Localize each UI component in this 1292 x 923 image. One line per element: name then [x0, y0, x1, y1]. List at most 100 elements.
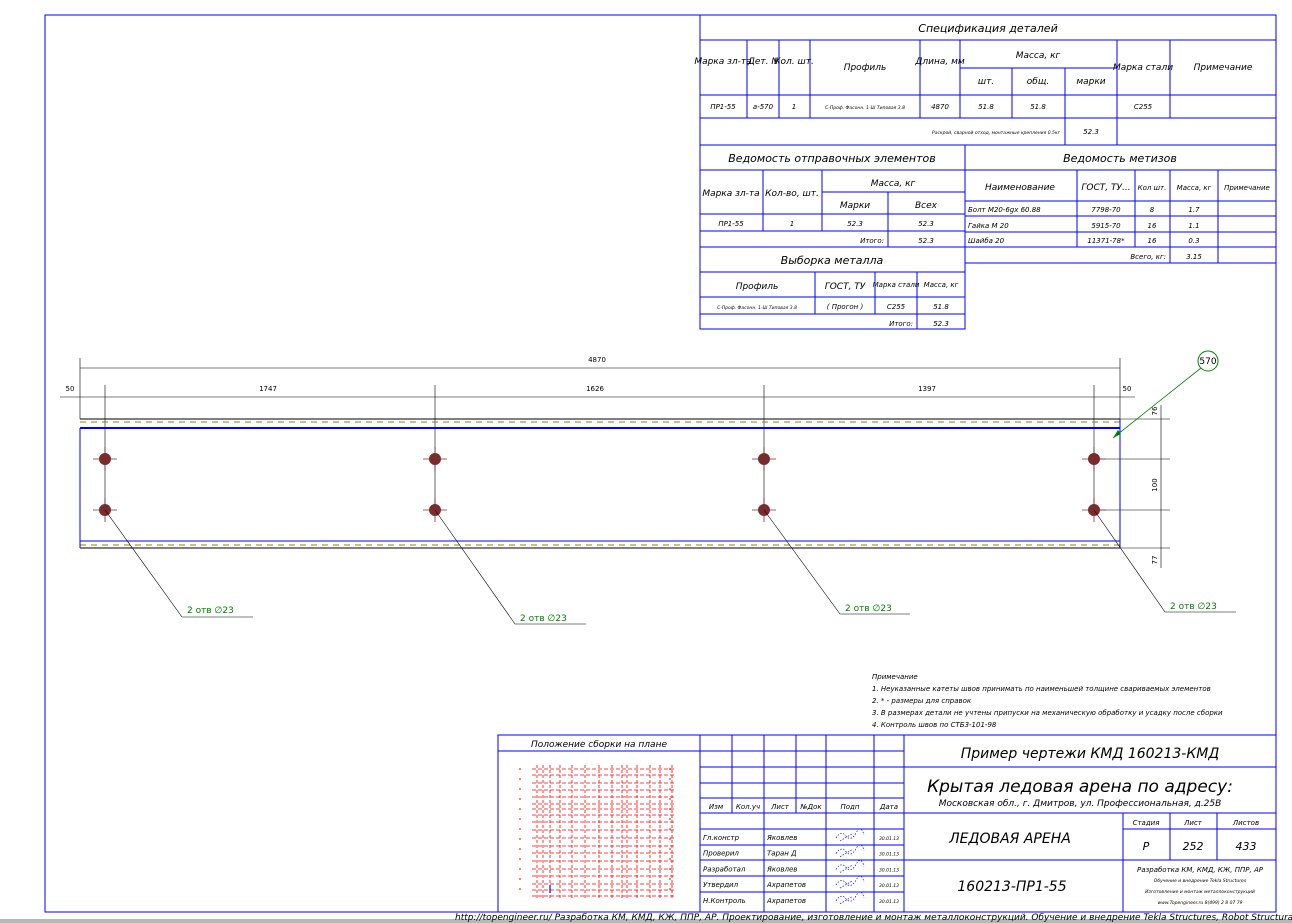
sheets-value: 433 [1236, 840, 1257, 853]
shipping-row-mark: ПР1-55 [718, 220, 744, 228]
fastener-qty: 8 [1150, 206, 1155, 214]
sheet-name: ЛЕДОВАЯ АРЕНА [948, 831, 1071, 847]
spec-row-det: а-570 [753, 103, 774, 111]
bolt-hole-icon [752, 447, 776, 471]
hole-label: 2 отв ∅23 [1170, 602, 1217, 612]
fastener-mass: 1.7 [1188, 206, 1200, 214]
note-item: 4. Контроль швов по СТБ3-101-98 [872, 721, 997, 729]
spec-header-mass-unit: шт. [978, 77, 994, 87]
bolt-hole-icon [423, 447, 447, 471]
object-address: Московская обл., г. Дмитров, ул. Професс… [939, 799, 1222, 809]
fastener-row: Гайка М 20 5915-70 16 1.1 [968, 222, 1200, 230]
stage-value: Р [1143, 840, 1150, 853]
shipping-row-qty: 1 [790, 220, 794, 228]
metal-header-profile: Профиль [736, 282, 779, 292]
fasteners-header-gost: ГОСТ, ТУ... [1081, 183, 1130, 193]
fastener-mass: 0.3 [1188, 237, 1199, 245]
bolt-hole-icon [93, 447, 117, 471]
fastener-gost: 5915-70 [1091, 222, 1121, 230]
signatory-name: Яковлев [766, 834, 797, 842]
dimension-vertical-bottom: 77 [1151, 556, 1159, 565]
spec-title: Спецификация деталей [918, 22, 1057, 35]
shipping-header-mass-mark: Марки [840, 201, 870, 211]
fasteners-header-mass: Масса, кг [1177, 184, 1212, 192]
signatory-role: Утвердил [703, 881, 739, 889]
hole-label: 2 отв ∅23 [520, 614, 567, 624]
fasteners-header-qty: Кол шт. [1138, 184, 1167, 192]
metal-row-gost: ( Прогон ) [827, 303, 864, 311]
rev-header: №Док [799, 803, 822, 811]
bolt-hole-icon [1082, 447, 1106, 471]
company-line: Изготовление и монтаж металлоконструкций [1145, 889, 1255, 895]
spec-row-qty: 1 [792, 103, 796, 111]
plan-title: Положение сборки на плане [531, 740, 667, 750]
fastener-row: Шайба 20 11371-78* 16 0.3 [968, 237, 1200, 245]
fasteners-table [965, 169, 1276, 264]
signatory-date: 30.01.13 [879, 883, 899, 889]
spec-row-mass-unit: 51.8 [978, 103, 994, 111]
metal-total-label: Итого: [889, 320, 913, 328]
signature-icon [835, 844, 865, 858]
metal-row-profile: С-Проф. Фасонн. 1-Ш Типовая 3.8 [717, 305, 797, 311]
shipping-total-value: 52.3 [918, 237, 934, 245]
dimension-span-1: 1747 [259, 385, 277, 393]
object-title: Крытая ледовая арена по адресу: [927, 777, 1233, 797]
rev-header: Подп [841, 803, 860, 811]
rev-header: Кол.уч [736, 803, 760, 811]
overall-dimension: 4870 [588, 356, 606, 364]
rev-header: Изм [709, 803, 724, 811]
metal-header-steel: Марка стали [873, 281, 920, 289]
shipping-total-label: Итого: [860, 237, 884, 245]
hole-leaders [104, 509, 1236, 625]
signatory-role: Н.Контроль [703, 897, 746, 905]
title-block-grid [497, 734, 1277, 913]
dimension-right-offset: 50 [1123, 385, 1132, 393]
metal-row-mass: 51.8 [933, 303, 949, 311]
signatory-role: Гл.констр [703, 834, 740, 842]
note-item: 3. В размерах детали не учтены припуски … [872, 709, 1223, 717]
beam-part [79, 418, 1121, 549]
signature-icon [835, 875, 865, 889]
spec-row-length: 4870 [931, 103, 949, 111]
metal-total-value: 52.3 [933, 320, 949, 328]
dimension-span-2: 1626 [586, 385, 604, 393]
shipping-row-mass-mark: 52.3 [847, 220, 863, 228]
signature-icon [835, 891, 865, 905]
signatory-role: Разработал [703, 865, 746, 873]
dimension-left-offset: 50 [66, 385, 75, 393]
dimension-span-3: 1397 [918, 385, 936, 393]
sheets-label: Листов [1232, 819, 1259, 827]
signature-icon [835, 828, 865, 842]
company-line: www.Topengineer.ru 8(499) 2 8 07 79 [1158, 900, 1243, 906]
dimension-vertical-top: 76 [1151, 406, 1159, 415]
fastener-gost: 7798-70 [1091, 206, 1121, 214]
revision-headers: Изм Кол.уч Лист №Док Подп Дата [709, 803, 898, 811]
spec-extra-label: Раскрой, сварной отход, монтажные крепле… [932, 130, 1061, 136]
spec-header-length: Длина, мм [914, 57, 965, 67]
signatory-name: Таран Д [767, 850, 797, 858]
spec-header-qty: Кол. шт. [774, 57, 814, 67]
part-balloon[interactable]: 570 [1112, 350, 1219, 439]
company-line: Разработка КМ, КМД, КЖ, ППР, АР [1137, 866, 1264, 874]
signatory-date: 30.01.13 [879, 836, 899, 842]
fastener-row: Болт М20-6gх 60.88 7798-70 8 1.7 [968, 206, 1200, 214]
signatory-name: Ахрапетов [766, 897, 806, 905]
dimension-vertical-middle: 100 [1151, 478, 1159, 491]
rev-header: Дата [879, 803, 898, 811]
spec-row-profile: С-Проф. Фасонн. 1-Ш Типовая 3.8 [825, 105, 905, 111]
drawing-code: 160213-ПР1-55 [957, 879, 1066, 895]
fastener-name: Шайба 20 [968, 237, 1005, 245]
hole-label: 2 отв ∅23 [845, 604, 892, 614]
rev-header: Лист [770, 803, 790, 811]
spec-header-mass-mark: марки [1076, 77, 1105, 87]
project-title: Пример чертежи КМД 160213-КМД [961, 746, 1220, 762]
signatory-date: 30.01.13 [879, 867, 899, 873]
spec-header-mass: Масса, кг [1016, 51, 1061, 61]
sheet-label: Лист [1183, 819, 1203, 827]
signatory-name: Ахрапетов [766, 881, 806, 889]
signatory-row: Гл.констр Яковлев 30.01.13 [703, 828, 899, 842]
spec-row-mass-total: 51.8 [1030, 103, 1046, 111]
spec-header-mass-total: общ. [1027, 77, 1049, 87]
fasteners-total-label: Всего, кг: [1130, 253, 1166, 261]
signatories: Гл.констр Яковлев 30.01.13 Проверил Таран Д 3… [703, 828, 899, 905]
